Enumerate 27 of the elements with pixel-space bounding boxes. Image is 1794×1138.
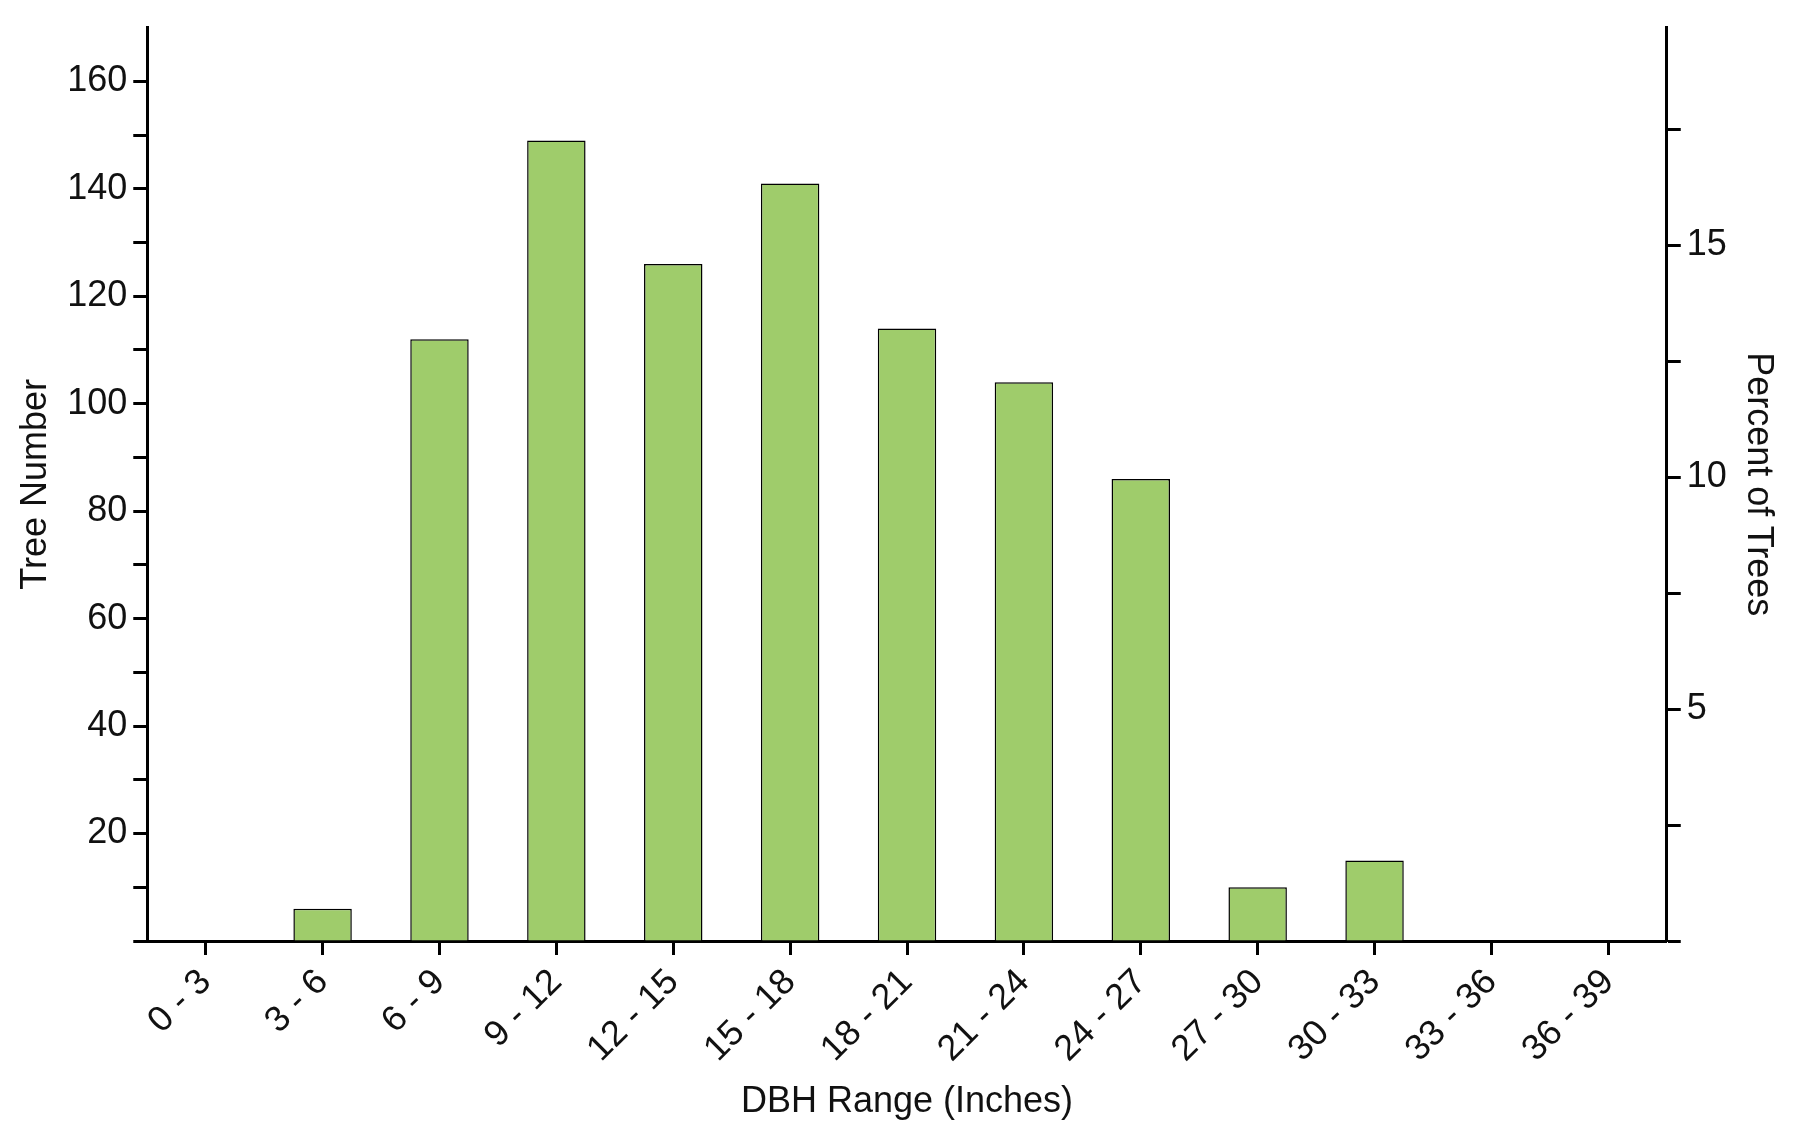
- x-tick-label: 6 - 9: [372, 959, 453, 1040]
- y2-tick-label: 5: [1686, 686, 1707, 728]
- x-tick-label: 15 - 18: [694, 959, 803, 1069]
- x-tick-label: 30 - 33: [1278, 959, 1388, 1069]
- x-tick-label: 3 - 6: [255, 959, 336, 1040]
- y2-tick-label: 10: [1686, 454, 1727, 496]
- x-axis-title: DBH Range (Inches): [740, 1079, 1074, 1121]
- y-axis-title: Tree Number: [12, 378, 54, 590]
- y-tick-label: 160: [67, 58, 128, 100]
- y-tick-label: 40: [87, 703, 128, 745]
- x-tick-label: 12 - 15: [577, 959, 686, 1069]
- x-tick-label: 18 - 21: [811, 959, 920, 1069]
- x-tick-label: 21 - 24: [928, 959, 1037, 1069]
- y-tick-label: 20: [87, 810, 128, 852]
- x-tick-label: 33 - 36: [1395, 959, 1505, 1069]
- y-tick-label: 100: [67, 380, 128, 422]
- x-tick-label: 24 - 27: [1045, 959, 1154, 1069]
- x-tick-label: 9 - 12: [474, 959, 570, 1055]
- y-tick-label: 60: [87, 595, 128, 637]
- x-tick-label: 36 - 39: [1512, 959, 1621, 1069]
- y2-tick-label: 15: [1686, 222, 1727, 264]
- x-tick-label: 0 - 3: [138, 959, 219, 1040]
- y2-axis-title: Percent of Trees: [1740, 352, 1782, 617]
- y-tick-label: 140: [67, 165, 128, 207]
- y-tick-label: 80: [87, 488, 128, 530]
- x-tick-label: 27 - 30: [1162, 959, 1271, 1069]
- y-tick-label: 120: [67, 273, 128, 315]
